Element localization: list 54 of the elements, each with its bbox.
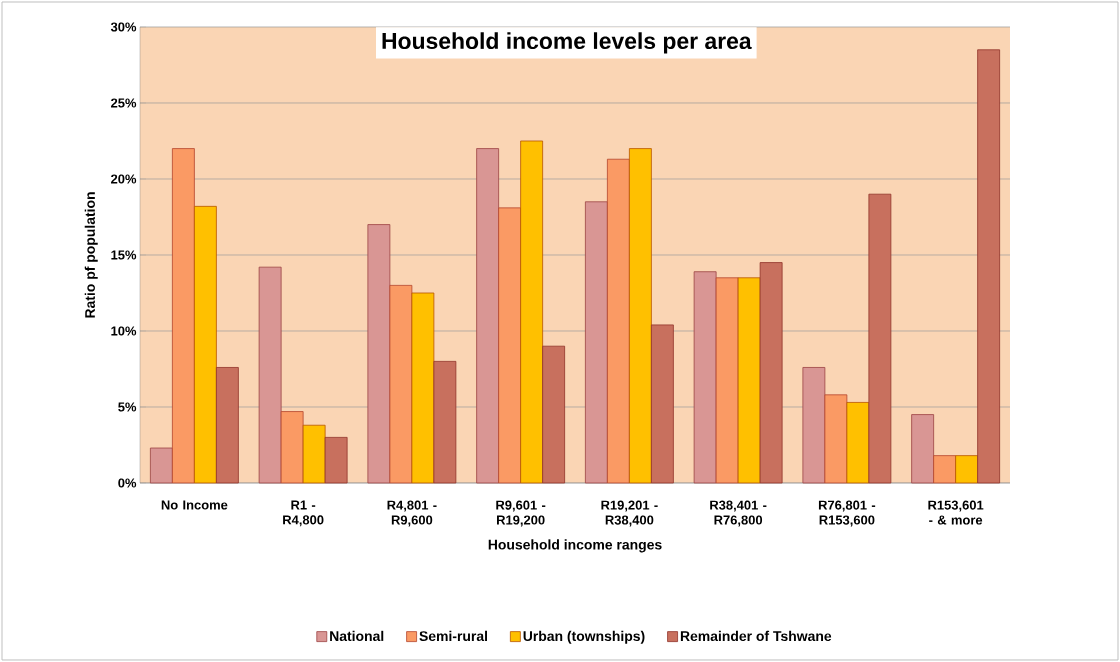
bar (498, 207, 522, 484)
x-tick-label: R76,801 - R153,600 (818, 500, 876, 527)
bar (955, 455, 979, 484)
x-tick-label: R19,201 - R38,400 (601, 500, 658, 527)
legend-label: Remainder of Tshwane (680, 630, 832, 642)
x-tick-label: R9,601 - R19,200 (496, 500, 546, 527)
x-tick-label: No Income (161, 500, 228, 510)
bar (302, 424, 326, 484)
x-axis-title: Household income ranges (488, 539, 662, 553)
y-tick-label: 30% (110, 22, 137, 32)
bar (258, 266, 282, 484)
bar (759, 262, 783, 484)
bar (389, 284, 413, 484)
bar (868, 193, 892, 484)
legend-label: National (330, 630, 384, 642)
y-tick-label: 15% (111, 250, 137, 260)
chart-title: Household income levels per area (382, 32, 752, 54)
bar (824, 394, 848, 484)
bar (411, 292, 435, 484)
x-tick-label: R38,401 - R76,800 (710, 500, 767, 527)
x-tick-label: R1 - R4,800 (283, 500, 324, 527)
bar (628, 148, 652, 484)
bar (542, 345, 566, 484)
bar (520, 140, 544, 484)
bar (149, 447, 173, 484)
y-tick-label: 5% (118, 402, 137, 412)
bar (193, 205, 217, 484)
x-tick-label: R153,601 - & more (928, 500, 984, 525)
y-tick-label: 10% (111, 326, 137, 336)
bar (650, 324, 674, 484)
bar (367, 224, 391, 484)
bar (584, 201, 608, 484)
bar (693, 271, 717, 484)
bar (280, 411, 304, 484)
bar (606, 158, 630, 484)
bar (171, 148, 195, 484)
bar (933, 455, 957, 484)
bar (802, 367, 826, 484)
legend-label: Semi-rural (419, 630, 487, 642)
bar (433, 360, 457, 484)
bar (737, 277, 761, 484)
bar (324, 436, 348, 484)
bar (715, 277, 739, 484)
y-axis-title: Ratio pf population (84, 192, 98, 318)
bar (977, 49, 1001, 484)
legend-label: Urban (townships) (523, 630, 645, 644)
x-tick-label: R4,801 - R9,600 (387, 500, 437, 527)
bar (215, 367, 239, 484)
bar (911, 414, 935, 484)
bar (846, 402, 870, 484)
bar (476, 148, 500, 484)
y-tick-label: 0% (118, 478, 137, 488)
y-tick-label: 25% (111, 98, 137, 108)
y-tick-label: 20% (111, 174, 137, 184)
